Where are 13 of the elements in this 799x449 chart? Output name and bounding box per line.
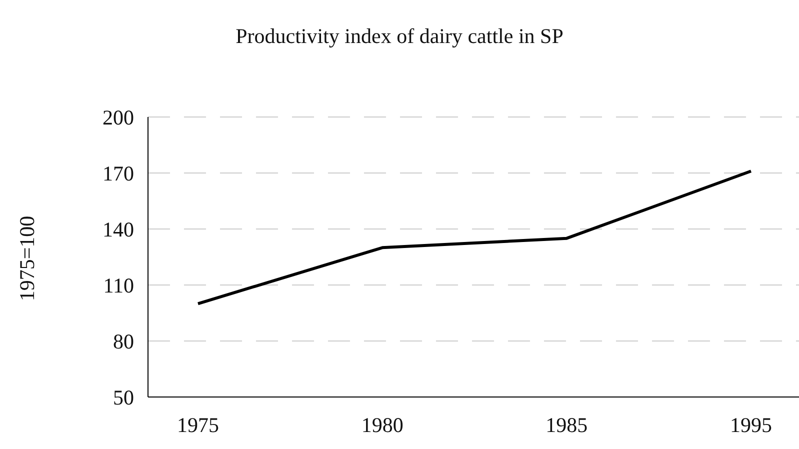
y-tick-label: 200 bbox=[102, 105, 134, 130]
x-tick-label: 1980 bbox=[361, 412, 404, 437]
x-tick-label: 1995 bbox=[730, 412, 772, 437]
y-tick-label: 170 bbox=[102, 161, 134, 186]
x-tick-label: 1975 bbox=[177, 412, 219, 437]
y-tick-label: 80 bbox=[113, 329, 134, 354]
y-axis-title: 1975=100 bbox=[16, 215, 40, 301]
line-series bbox=[196, 170, 752, 306]
x-tick-label: 1985 bbox=[546, 412, 588, 437]
chart-title: Productivity index of dairy cattle in SP bbox=[234, 24, 564, 49]
y-tick-label: 110 bbox=[103, 273, 134, 298]
y-tick-label: 50 bbox=[113, 385, 134, 410]
y-tick-label: 140 bbox=[102, 217, 134, 242]
